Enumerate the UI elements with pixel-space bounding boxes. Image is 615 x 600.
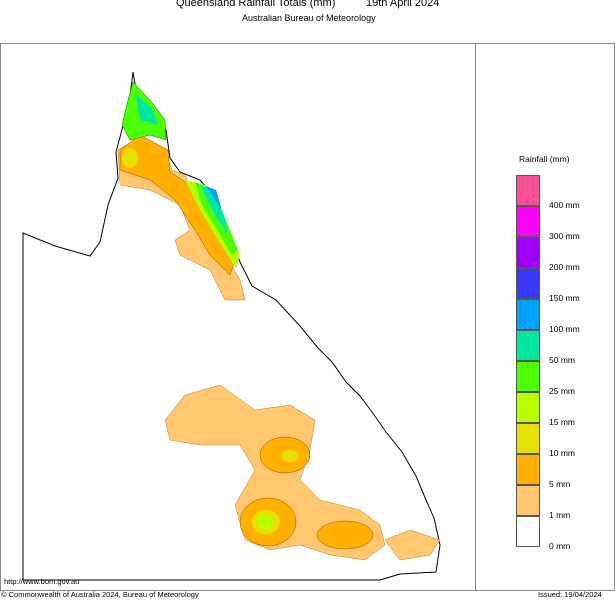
legend-swatch	[516, 299, 540, 330]
legend-label: 25 mm	[549, 386, 575, 396]
legend-label: 100 mm	[549, 324, 580, 334]
legend-swatch	[516, 175, 540, 206]
legend-label: 0 mm	[549, 541, 571, 551]
legend-swatch	[516, 330, 540, 361]
legend-swatch	[516, 454, 540, 485]
queensland-outline	[22, 71, 441, 581]
legend-swatch	[516, 485, 540, 516]
legend-label: 150 mm	[549, 293, 580, 303]
legend-label: 5 mm	[549, 479, 571, 489]
legend-label: 200 mm	[549, 262, 580, 272]
legend-swatch	[516, 268, 540, 299]
legend-label: 300 mm	[549, 231, 580, 241]
legend-swatch	[516, 206, 540, 237]
legend-swatch	[516, 392, 540, 423]
rain-10-25mm-areas	[122, 148, 299, 534]
legend-title: Rainfall (mm)	[519, 154, 570, 164]
map-date: 19th April 2024	[366, 0, 440, 9]
map-title: Queensland Rainfall Totals (mm)	[176, 0, 336, 9]
legend-label: 50 mm	[549, 355, 575, 365]
rain-25-150mm-areas	[121, 81, 238, 255]
panel-divider	[475, 43, 476, 590]
legend-swatch	[516, 516, 540, 547]
issued-date: Issued: 19/04/2024	[538, 590, 602, 599]
legend-swatch	[516, 361, 540, 392]
bom-url-link[interactable]: http://www.bom.gov.au	[4, 577, 80, 586]
legend-swatch	[516, 423, 540, 454]
legend-label: 400 mm	[549, 200, 580, 210]
legend-label: 1 mm	[549, 510, 571, 520]
legend-label: 15 mm	[549, 417, 575, 427]
copyright-text: © Commonwealth of Australia 2024, Bureau…	[1, 590, 199, 599]
map-subtitle: Australian Bureau of Meteorology	[242, 13, 376, 23]
rain-5-10mm-areas	[119, 134, 374, 550]
legend-swatch	[516, 237, 540, 268]
legend-label: 10 mm	[549, 448, 575, 458]
